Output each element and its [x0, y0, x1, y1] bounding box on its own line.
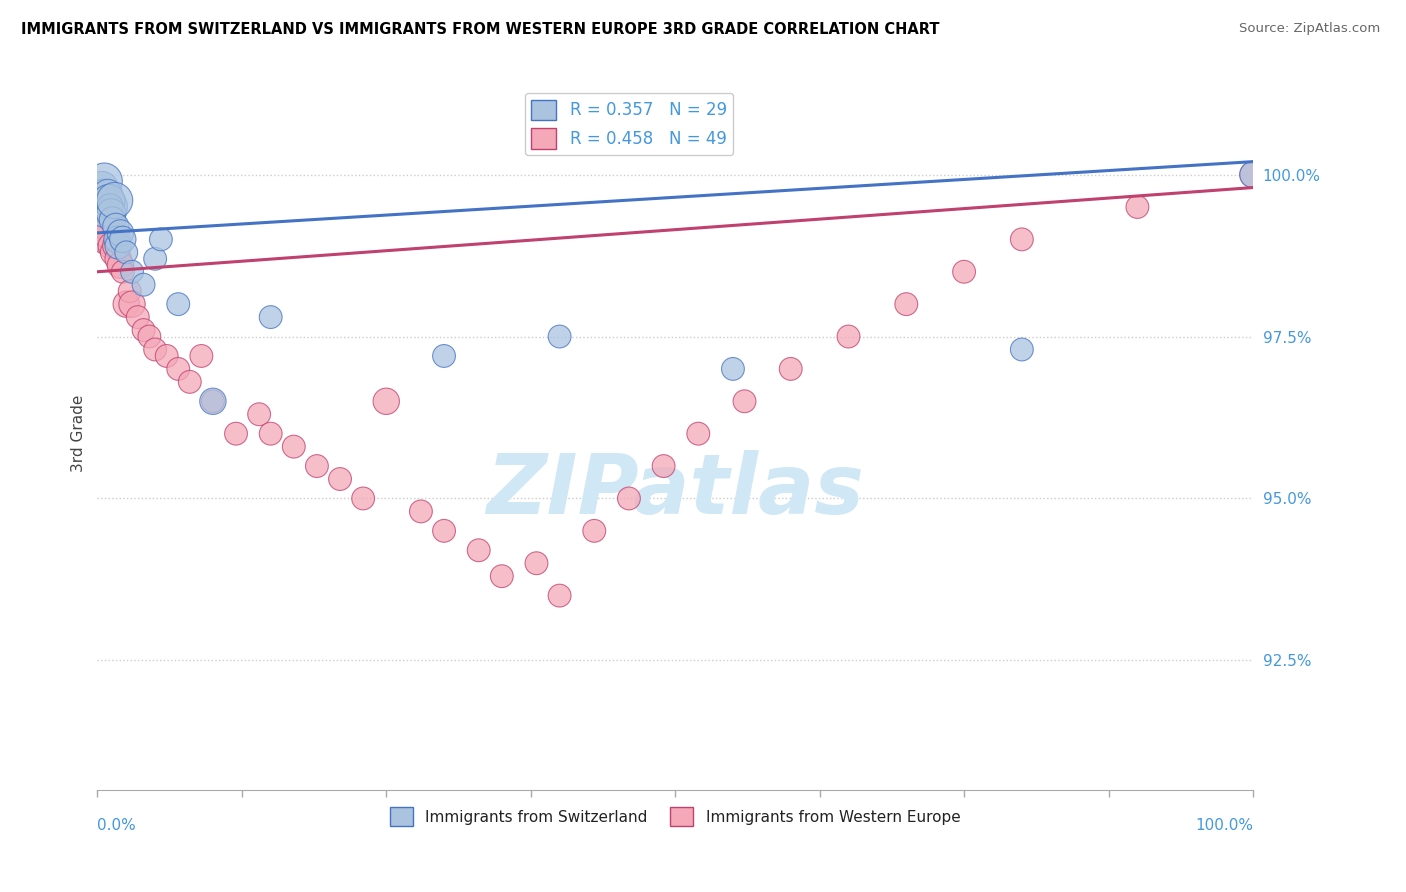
Point [190, 349, 212, 363]
Point [167, 362, 190, 376]
Point [111, 232, 134, 246]
Point [91, 226, 114, 240]
Point [98, 200, 121, 214]
Point [143, 252, 166, 266]
Point [115, 297, 138, 311]
Point [283, 440, 305, 454]
Point [115, 245, 138, 260]
Point [104, 194, 127, 208]
Y-axis label: 3rd Grade: 3rd Grade [72, 395, 86, 473]
Point [143, 343, 166, 357]
Point [409, 504, 432, 518]
Text: Source: ZipAtlas.com: Source: ZipAtlas.com [1240, 22, 1381, 36]
Point [167, 297, 190, 311]
Point [100, 239, 122, 253]
Point [375, 394, 398, 409]
Point [583, 524, 606, 538]
Point [721, 362, 744, 376]
Legend: Immigrants from Switzerland, Immigrants from Western Europe: Immigrants from Switzerland, Immigrants … [384, 801, 966, 832]
Point [201, 394, 224, 409]
Point [110, 258, 132, 272]
Point [97, 226, 120, 240]
Point [837, 329, 859, 343]
Point [305, 458, 328, 473]
Point [491, 569, 513, 583]
Point [526, 556, 548, 570]
Point [156, 349, 179, 363]
Point [260, 310, 283, 324]
Point [111, 265, 134, 279]
Point [548, 589, 571, 603]
Point [779, 362, 801, 376]
Point [93, 174, 115, 188]
Point [329, 472, 352, 486]
Point [1011, 343, 1033, 357]
Point [1011, 232, 1033, 246]
Text: 100.0%: 100.0% [1195, 819, 1253, 833]
Point [352, 491, 374, 506]
Point [138, 329, 160, 343]
Point [896, 297, 918, 311]
Text: IMMIGRANTS FROM SWITZERLAND VS IMMIGRANTS FROM WESTERN EUROPE 3RD GRADE CORRELAT: IMMIGRANTS FROM SWITZERLAND VS IMMIGRANT… [21, 22, 939, 37]
Point [1241, 168, 1264, 182]
Point [149, 232, 172, 246]
Point [127, 310, 149, 324]
Text: 0.0%: 0.0% [97, 819, 136, 833]
Point [1126, 200, 1149, 214]
Point [107, 239, 129, 253]
Point [132, 277, 155, 292]
Point [105, 232, 128, 246]
Point [91, 180, 114, 194]
Point [94, 232, 117, 246]
Point [121, 265, 143, 279]
Point [548, 329, 571, 343]
Text: ZIPatlas: ZIPatlas [486, 450, 865, 531]
Point [121, 297, 143, 311]
Point [433, 524, 456, 538]
Point [107, 252, 129, 266]
Point [101, 213, 124, 227]
Point [201, 394, 224, 409]
Point [734, 394, 756, 409]
Point [132, 323, 155, 337]
Point [100, 206, 122, 220]
Point [247, 407, 270, 421]
Point [97, 219, 120, 234]
Point [179, 375, 201, 389]
Point [97, 187, 120, 202]
Point [260, 426, 283, 441]
Point [94, 194, 117, 208]
Point [652, 458, 675, 473]
Point [97, 194, 120, 208]
Point [91, 187, 114, 202]
Point [225, 426, 247, 441]
Point [118, 284, 141, 298]
Point [90, 213, 112, 227]
Point [110, 226, 132, 240]
Point [433, 349, 456, 363]
Point [96, 200, 118, 214]
Point [104, 219, 127, 234]
Point [688, 426, 710, 441]
Point [103, 245, 125, 260]
Point [467, 543, 489, 558]
Point [617, 491, 640, 506]
Point [104, 239, 127, 253]
Point [953, 265, 976, 279]
Point [1241, 168, 1264, 182]
